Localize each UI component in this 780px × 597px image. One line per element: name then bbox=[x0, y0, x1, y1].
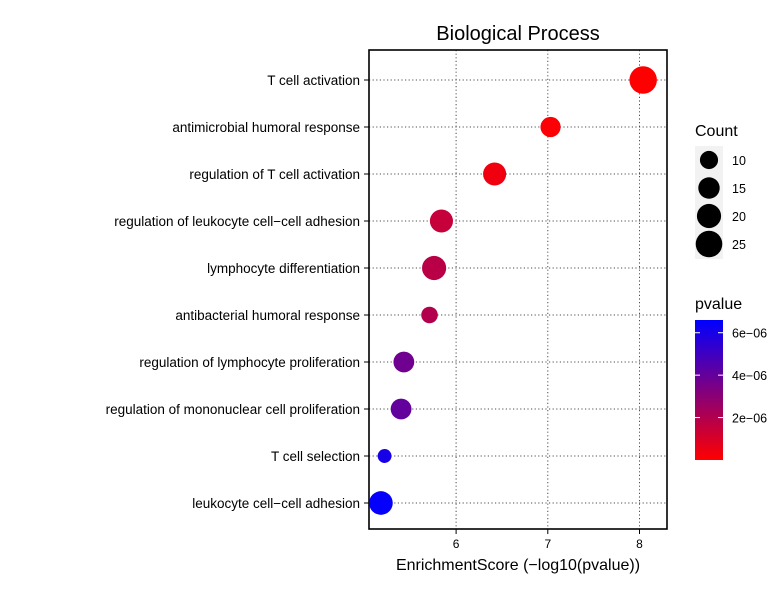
x-tick-label: 8 bbox=[636, 537, 643, 551]
plot-panel-border bbox=[368, 49, 668, 530]
data-point bbox=[422, 255, 447, 281]
size-legend-title: Count bbox=[695, 123, 738, 140]
y-tick-label: antimicrobial humoral response bbox=[172, 120, 360, 135]
y-tick-label: lymphocyte differentiation bbox=[207, 261, 360, 276]
size-legend-dot bbox=[696, 203, 722, 229]
y-tick-label: regulation of T cell activation bbox=[189, 167, 360, 182]
x-tick-label: 7 bbox=[544, 537, 551, 551]
size-legend-dot bbox=[695, 230, 723, 258]
y-tick-label: T cell activation bbox=[267, 73, 360, 88]
color-legend: pvalue 6e−06 4e−06 2e−06 bbox=[695, 296, 767, 460]
size-legend-dot bbox=[699, 150, 719, 170]
size-legend-label: 10 bbox=[732, 154, 746, 168]
pvalue-colorbar bbox=[695, 320, 723, 460]
data-point bbox=[483, 162, 507, 186]
size-legend-dot bbox=[698, 177, 720, 199]
data-point bbox=[540, 116, 561, 138]
plot-area: T cell activation antimicrobial humoral r… bbox=[106, 49, 668, 551]
y-tick-label: T cell selection bbox=[271, 449, 360, 464]
data-point bbox=[393, 351, 415, 373]
data-point bbox=[429, 209, 453, 233]
colorbar-tick-label: 6e−06 bbox=[732, 327, 767, 341]
data-point bbox=[629, 66, 657, 94]
size-legend: Count 10 15 20 25 bbox=[695, 123, 746, 259]
color-legend-title: pvalue bbox=[695, 296, 742, 313]
data-point bbox=[421, 306, 438, 324]
y-tick-label: regulation of lymphocyte proliferation bbox=[139, 355, 360, 370]
chart-title: Biological Process bbox=[436, 23, 599, 45]
y-tick-label: leukocyte cell−cell adhesion bbox=[192, 496, 360, 511]
x-axis-title: EnrichmentScore (−log10(pvalue)) bbox=[396, 557, 640, 574]
size-legend-label: 15 bbox=[732, 182, 746, 196]
x-tick-label: 6 bbox=[453, 537, 460, 551]
size-legend-label: 25 bbox=[732, 238, 746, 252]
size-legend-label: 20 bbox=[732, 210, 746, 224]
colorbar-tick-label: 4e−06 bbox=[732, 369, 767, 383]
data-point bbox=[377, 449, 392, 463]
data-point bbox=[369, 491, 393, 515]
y-tick-label: regulation of leukocyte cell−cell adhesi… bbox=[114, 214, 360, 229]
y-tick-label: antibacterial humoral response bbox=[175, 308, 360, 323]
data-point bbox=[390, 398, 412, 420]
y-tick-label: regulation of mononuclear cell prolifera… bbox=[106, 402, 360, 417]
colorbar-tick-label: 2e−06 bbox=[732, 412, 767, 426]
